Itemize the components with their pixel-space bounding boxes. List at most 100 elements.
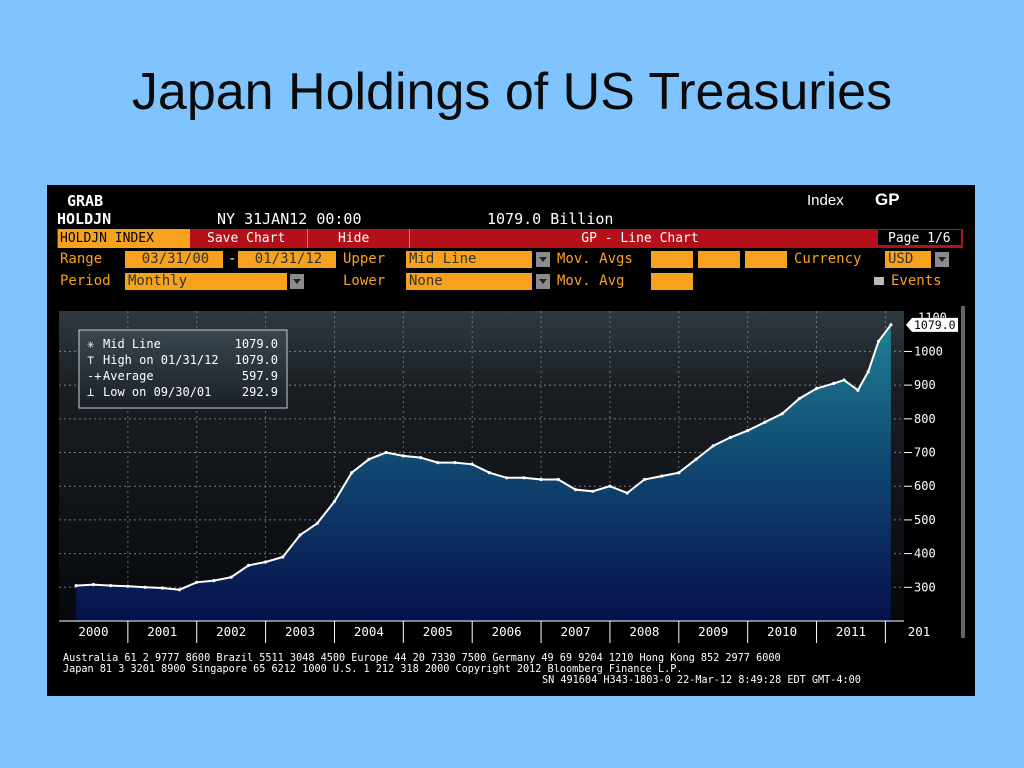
footer-line-1: Australia 61 2 9777 8600 Brazil 5511 304… [63, 653, 781, 664]
series-point [350, 471, 354, 475]
controls-row-2: Period Monthly Lower None Mov. Avg Event… [57, 271, 963, 292]
period-select[interactable]: Monthly [125, 273, 287, 290]
series-point [573, 488, 578, 492]
currency-select[interactable]: USD [885, 251, 931, 268]
x-tick-label: 2003 [285, 624, 315, 639]
series-point [625, 491, 629, 495]
footer-line-2: Japan 81 3 3201 8900 Singapore 65 6212 1… [63, 664, 682, 675]
series-point [264, 560, 268, 564]
slide-title: Japan Holdings of US Treasuries [131, 63, 893, 121]
series-point [677, 471, 681, 475]
upper-label: Upper [343, 251, 386, 267]
mov-avg-field-3[interactable] [745, 251, 787, 268]
x-tick-label: 2001 [147, 624, 177, 639]
range-label: Range [60, 251, 103, 267]
series-point [470, 462, 474, 466]
footer-line-3: SN 491604 H343-1803-0 22-Mar-12 8:49:28 … [542, 675, 861, 686]
range-end-field[interactable]: 01/31/12 [238, 251, 336, 268]
last-value-marker [906, 317, 958, 332]
series-point [505, 476, 509, 480]
x-tick-label: 2006 [492, 624, 522, 639]
upper-dropdown-icon[interactable] [536, 252, 550, 267]
currency-label: Currency [794, 251, 862, 267]
x-tick-label: 2004 [354, 624, 384, 639]
series-point [856, 388, 860, 392]
series-point [419, 456, 423, 460]
datetime-label: NY 31JAN12 00:00 [217, 210, 362, 228]
legend-row-icon: -+- [87, 369, 109, 383]
range-dash: - [228, 251, 237, 267]
legend-row-icon: ⊤ [87, 353, 94, 367]
legend-row-value: 292.9 [242, 385, 278, 399]
lower-select[interactable]: None [406, 273, 532, 290]
series-point [591, 489, 595, 493]
series-point [401, 454, 405, 458]
series-fill [76, 324, 891, 621]
series-point [889, 323, 893, 327]
period-dropdown-icon[interactable] [290, 274, 304, 289]
toolbar: HOLDJN INDEX Save Chart Hide GP - Line C… [57, 229, 963, 248]
y-tick-label: 1000 [914, 344, 943, 358]
legend-frame [78, 329, 288, 409]
legend-row-label: Mid Line [103, 337, 161, 351]
legend-box: ✳ Mid Line 1079.0 ⊤ High on 01/31/12 1079.0 -+… [78, 329, 288, 409]
mov-avg-field-2[interactable] [698, 251, 740, 268]
legend-row-value: 1079.0 [235, 337, 278, 351]
save-chart-button[interactable]: Save Chart [207, 231, 286, 246]
series-point [866, 370, 870, 374]
series-point [780, 412, 784, 416]
series-point [229, 575, 233, 579]
series-point [763, 420, 767, 424]
controls-row-1: Range 03/31/00 - 01/31/12 Upper Mid Line… [57, 249, 963, 270]
series-point [281, 555, 285, 559]
legend-row-icon: ⊥ [87, 385, 94, 399]
page-indicator[interactable]: Page 1/6 [877, 229, 962, 246]
y-tick-label: 700 [914, 446, 936, 460]
mov-avg-field-1[interactable] [651, 251, 693, 268]
series-point [315, 521, 319, 525]
series-point [487, 471, 491, 475]
lower-label: Lower [343, 273, 386, 289]
y-tick-label: 600 [914, 479, 936, 493]
series-point [91, 583, 95, 587]
lower-dropdown-icon[interactable] [536, 274, 550, 289]
series-point [876, 339, 881, 343]
hide-button[interactable]: Hide [307, 229, 407, 248]
series-point [177, 588, 182, 592]
series-point [212, 579, 216, 583]
x-tick-label: 2011 [836, 624, 866, 639]
x-tick-label: 2000 [78, 624, 108, 639]
series-point [246, 563, 250, 567]
ticker-label: HOLDJN [57, 210, 112, 228]
x-tick-label: 2008 [629, 624, 659, 639]
legend-row-value: 597.9 [242, 369, 278, 383]
upper-select[interactable]: Mid Line [406, 251, 532, 268]
y-tick-label: 900 [914, 378, 936, 392]
currency-dropdown-icon[interactable] [935, 252, 949, 267]
series-point [660, 474, 664, 478]
mov-avgs-label: Mov. Avgs [557, 251, 633, 267]
series-point [298, 533, 302, 537]
security-field[interactable]: HOLDJN INDEX [58, 229, 190, 248]
series-area [74, 323, 893, 621]
events-checkbox[interactable] [874, 277, 884, 285]
mov-avg-label: Mov. Avg [557, 273, 625, 289]
x-tick-label: 2002 [216, 624, 246, 639]
y-tick-label: 500 [914, 513, 936, 527]
range-start-field[interactable]: 03/31/00 [125, 251, 223, 268]
series-point [797, 397, 801, 401]
index-code: GP [875, 190, 900, 209]
y-tick-label: 400 [914, 547, 936, 561]
x-tick-label: 2010 [767, 624, 797, 639]
series-point [814, 386, 819, 391]
series-point [746, 429, 750, 433]
series-point [332, 499, 337, 503]
events-label[interactable]: Events [891, 273, 942, 289]
series-point [143, 585, 147, 589]
series-point [522, 476, 526, 480]
series-point [556, 477, 560, 482]
mov-avg-field-4[interactable] [651, 273, 693, 290]
series-point [384, 450, 388, 455]
grab-label[interactable]: GRAB [67, 192, 104, 210]
last-value-label: 1079.0 Billion [487, 210, 614, 228]
